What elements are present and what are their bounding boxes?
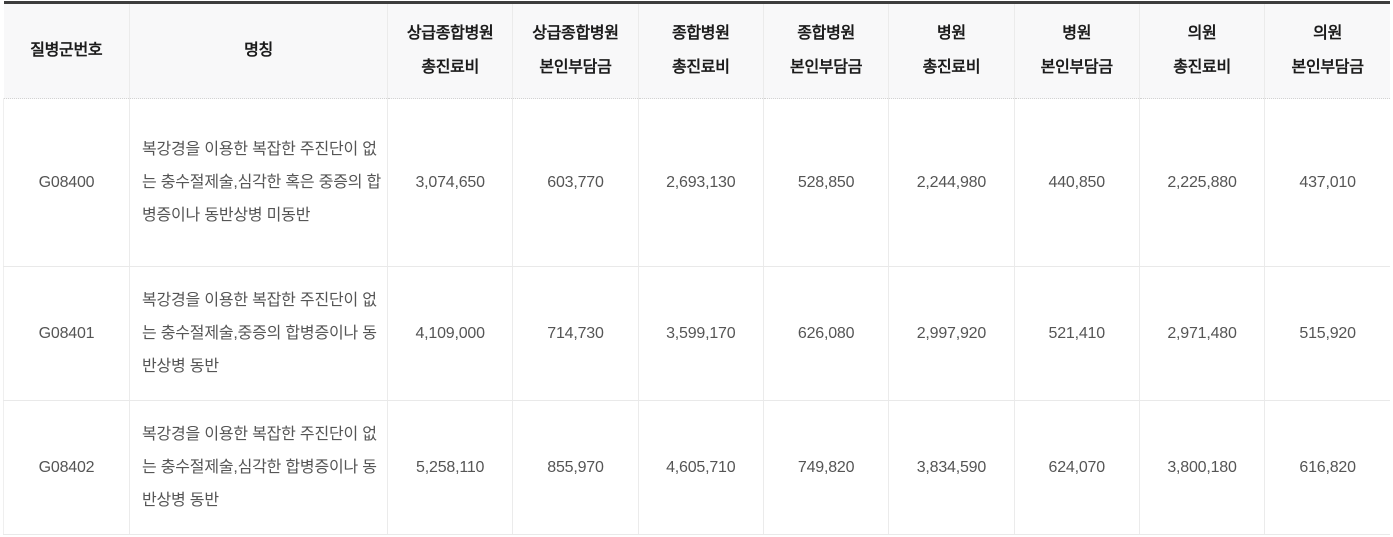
col-header-clinic-copay: 의원 본인부담금	[1264, 1, 1390, 99]
fee-cell: 626,080	[762, 266, 889, 401]
header-line: 종합병원	[797, 25, 855, 42]
header-line: 명칭	[244, 42, 273, 59]
header-line: 총진료비	[1173, 59, 1231, 76]
fee-cell: 3,834,590	[888, 400, 1015, 535]
disease-name-cell: 복강경을 이용한 복잡한 주진단이 없는 충수절제술,중증의 합병증이나 동반상…	[129, 266, 388, 401]
fee-cell: 4,605,710	[637, 400, 764, 535]
col-header-tertiary-hospital-total: 상급종합병원 총진료비	[386, 1, 513, 99]
fee-cell: 515,920	[1264, 266, 1390, 401]
header-line: 의원	[1313, 25, 1343, 42]
header-line: 병원	[936, 25, 966, 42]
fee-cell: 2,997,920	[888, 266, 1015, 401]
fee-cell: 528,850	[762, 98, 889, 267]
fee-cell: 2,244,980	[888, 98, 1015, 267]
header-line: 본인부담금	[1291, 59, 1364, 76]
header-line: 상급종합병원	[406, 25, 494, 42]
header-line: 총진료비	[922, 59, 981, 76]
fee-cell: 749,820	[762, 400, 889, 535]
disease-group-code-cell: G08402	[3, 400, 130, 535]
fee-cell: 521,410	[1013, 266, 1140, 401]
disease-name-cell: 복강경을 이용한 복잡한 주진단이 없는 충수절제술,심각한 혹은 중증의 합병…	[129, 98, 388, 267]
fee-cell: 2,225,880	[1138, 98, 1265, 267]
col-header-hospital-total: 병원 총진료비	[888, 1, 1015, 99]
col-header-tertiary-hospital-copay: 상급종합병원 본인부담금	[512, 1, 639, 99]
fee-cell: 440,850	[1013, 98, 1140, 267]
header-row: 질병군번호 명칭 상급종합병원 총진료비 상급종합병원 본인부담금 종합병원	[3, 1, 1390, 99]
fee-cell: 437,010	[1264, 98, 1390, 267]
header-line: 질병군번호	[30, 42, 103, 59]
fee-cell: 855,970	[512, 400, 639, 535]
header-line: 총진료비	[421, 59, 479, 76]
fee-cell: 3,800,180	[1138, 400, 1265, 535]
header-line: 본인부담금	[790, 59, 863, 76]
fee-cell: 2,693,130	[637, 98, 764, 267]
disease-name-cell: 복강경을 이용한 복잡한 주진단이 없는 충수절제술,심각한 합병증이나 동반상…	[129, 400, 388, 535]
fee-cell: 603,770	[512, 98, 639, 267]
fee-cell: 616,820	[1264, 400, 1390, 535]
header-line: 상급종합병원	[532, 25, 619, 42]
col-header-name: 명칭	[129, 1, 388, 99]
fee-cell: 2,971,480	[1138, 266, 1265, 401]
header-line: 병원	[1062, 25, 1092, 42]
header-line: 본인부담금	[539, 59, 612, 76]
fee-cell: 3,599,170	[637, 266, 764, 401]
header-line: 의원	[1187, 25, 1217, 42]
fee-cell: 4,109,000	[386, 266, 513, 401]
col-header-hospital-copay: 병원 본인부담금	[1013, 1, 1140, 99]
table-row: G08401 복강경을 이용한 복잡한 주진단이 없는 충수절제술,중증의 합병…	[3, 266, 1390, 401]
disease-group-code-cell: G08401	[3, 266, 130, 401]
header-line: 총진료비	[671, 59, 730, 76]
fee-cell: 5,258,110	[386, 400, 513, 535]
disease-group-code-cell: G08400	[3, 98, 130, 267]
table-body: G08400 복강경을 이용한 복잡한 주진단이 없는 충수절제술,심각한 혹은…	[3, 98, 1390, 535]
fee-cell: 714,730	[512, 266, 639, 401]
header-line: 종합병원	[671, 25, 730, 42]
header-line: 본인부담금	[1040, 59, 1113, 76]
col-header-disease-group-code: 질병군번호	[3, 1, 130, 99]
fee-cell: 624,070	[1013, 400, 1140, 535]
fee-cell: 3,074,650	[386, 98, 513, 267]
col-header-general-hospital-copay: 종합병원 본인부담금	[762, 1, 889, 99]
col-header-general-hospital-total: 종합병원 총진료비	[637, 1, 764, 99]
table-header: 질병군번호 명칭 상급종합병원 총진료비 상급종합병원 본인부담금 종합병원	[3, 1, 1390, 99]
table-row: G08402 복강경을 이용한 복잡한 주진단이 없는 충수절제술,심각한 합병…	[3, 400, 1390, 535]
table-row: G08400 복강경을 이용한 복잡한 주진단이 없는 충수절제술,심각한 혹은…	[3, 98, 1390, 267]
drg-fee-table: 질병군번호 명칭 상급종합병원 총진료비 상급종합병원 본인부담금 종합병원	[3, 1, 1390, 535]
col-header-clinic-total: 의원 총진료비	[1138, 1, 1265, 99]
